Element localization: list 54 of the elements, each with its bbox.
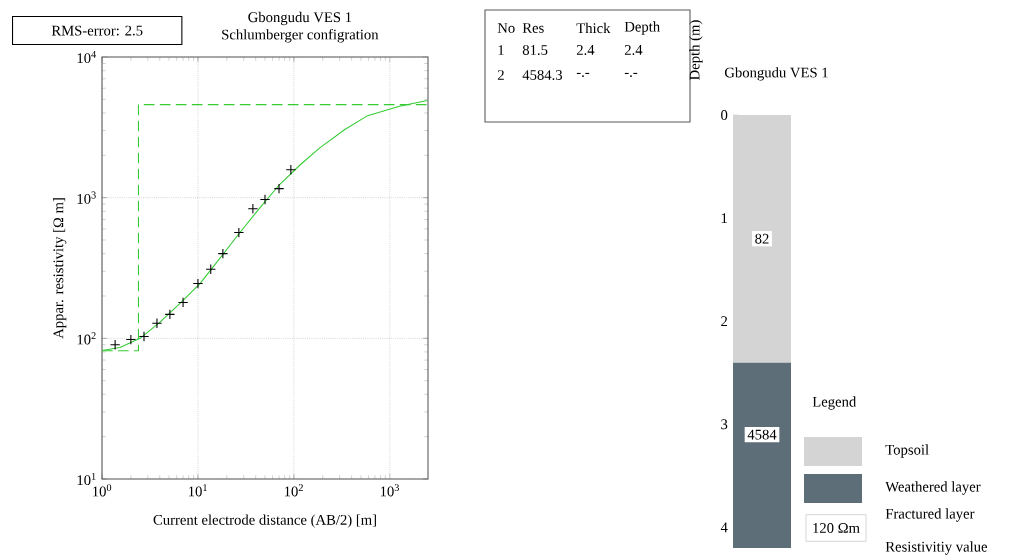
chart-subtitle: Schlumberger configration — [222, 29, 379, 43]
point — [109, 339, 121, 350]
x-axis-title: Current electrode distance (AB/2) [m] — [153, 514, 376, 528]
text: Res — [522, 23, 544, 33]
text: Depth — [624, 21, 660, 35]
legend-label: Weathered layer — [885, 481, 981, 495]
y-tick-label: 10$^{4}$ — [77, 50, 97, 64]
point — [151, 318, 163, 329]
legend-title: Legend — [812, 396, 857, 410]
y-axis-title: Appar. resistivity [Ω m] — [53, 198, 67, 339]
y-axis-title: Depth (m) — [689, 20, 703, 80]
text: 120 Ωm — [813, 523, 860, 533]
point — [177, 297, 189, 308]
point — [259, 194, 271, 205]
annotation: 82 — [755, 233, 769, 244]
annotation: 4584 — [747, 429, 777, 440]
point — [205, 264, 216, 275]
text: 2.4 — [624, 45, 643, 55]
y-tick-label: 10$^{3}$ — [77, 191, 96, 204]
text: -.- — [576, 72, 590, 78]
point — [192, 278, 204, 289]
point — [217, 248, 229, 259]
y-tick-label: 10$^{2}$ — [77, 332, 96, 345]
text: No — [497, 23, 515, 33]
text: -.- — [624, 72, 638, 78]
point — [164, 309, 176, 320]
point — [125, 334, 137, 345]
point — [273, 183, 285, 194]
text: 1 — [498, 45, 504, 55]
text: Resistivitiy value — [885, 541, 988, 555]
y-tick-label: 4 — [720, 522, 728, 533]
point — [285, 164, 297, 175]
point — [233, 227, 245, 238]
x-tick-label: 10$^{0}$ — [93, 484, 112, 497]
text: Thick — [576, 22, 611, 34]
y-tick-label: 2 — [721, 316, 728, 327]
legend-label: Topsoil — [885, 444, 929, 458]
y-tick-label: 3 — [721, 419, 728, 430]
text: 81.5 — [522, 45, 548, 55]
y-tick-label: 10$^{1}$ — [77, 472, 96, 486]
text: 2 — [497, 70, 504, 80]
text: 4584.3 — [522, 70, 563, 80]
point — [247, 203, 259, 214]
chart-title: Gbongudu VES 1 — [248, 11, 352, 26]
y-tick-label: 1 — [721, 213, 727, 223]
text: 2.4 — [576, 45, 595, 55]
text: Fractured layer — [885, 508, 975, 522]
y-tick-label: 0 — [721, 110, 728, 120]
text: RMS-error: 2.5 — [51, 25, 143, 36]
x-tick-label: 10$^{3}$ — [380, 484, 399, 497]
x-tick-label: 10$^{2}$ — [284, 484, 303, 497]
point — [138, 331, 150, 342]
chart-title: Gbongudu VES 1 — [724, 67, 828, 81]
x-tick-label: 10$^{1}$ — [189, 484, 207, 497]
